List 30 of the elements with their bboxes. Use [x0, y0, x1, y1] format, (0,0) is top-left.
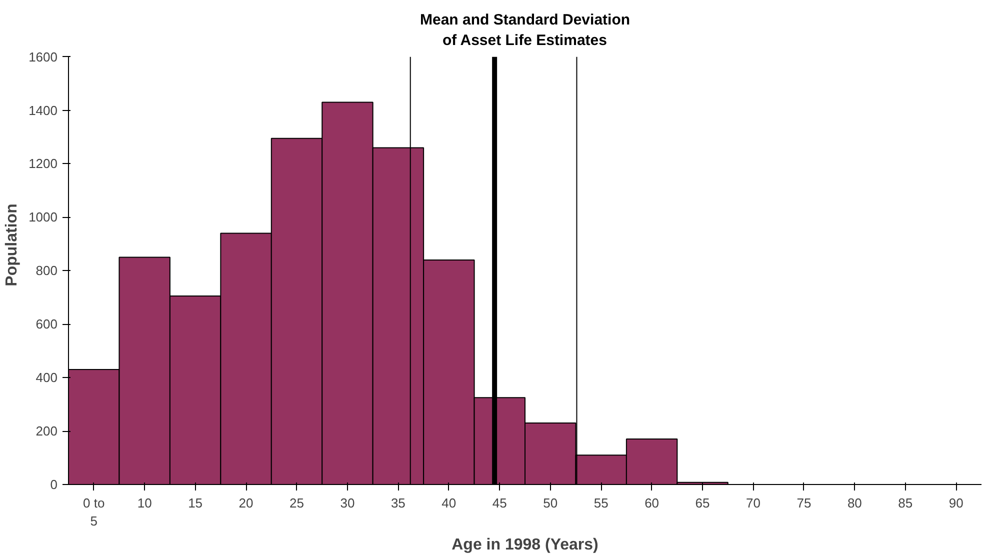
y-axis-title: Population — [4, 204, 21, 286]
x-axis-title: Age in 1998 (Years) — [452, 536, 598, 554]
y-tick-label: 1600 — [28, 49, 58, 64]
x-tick-label: 90 — [948, 496, 964, 510]
x-tick-label: 60 — [644, 496, 660, 510]
x-tick-label: 10 — [137, 496, 152, 510]
x-tick-label: 50 — [543, 496, 558, 510]
x-tick-label: 15 — [188, 496, 203, 510]
x-tick-label: 35 — [390, 496, 406, 510]
x-tick-label: 20 — [238, 496, 254, 510]
y-tick-label: 600 — [36, 316, 58, 332]
x-tick-label: 30 — [340, 496, 355, 510]
x-tick-label: 80 — [847, 496, 862, 510]
x-tick-label: 25 — [290, 496, 304, 510]
y-tick-label: 200 — [36, 424, 58, 439]
x-tick-label: 40 — [442, 496, 456, 510]
y-tick-label: 1000 — [28, 210, 58, 225]
y-tick-label: 1400 — [28, 102, 58, 118]
chart-title: Mean and Standard Deviation of Asset Life Estimates — [420, 11, 630, 49]
x-tick-label: 85 — [898, 496, 913, 510]
y-tick-label: 400 — [36, 370, 58, 386]
x-tick-label: 0 to 5 — [83, 496, 105, 528]
x-tick-label: 45 — [492, 496, 507, 510]
y-tick-label: 800 — [36, 263, 58, 278]
y-tick-label: 0 — [50, 477, 58, 492]
y-tick-label: 1200 — [28, 156, 58, 172]
x-tick-label: 70 — [746, 496, 760, 510]
x-tick-label: 75 — [796, 496, 812, 510]
x-tick-label: 55 — [594, 496, 608, 510]
x-tick-label: 65 — [695, 496, 710, 510]
